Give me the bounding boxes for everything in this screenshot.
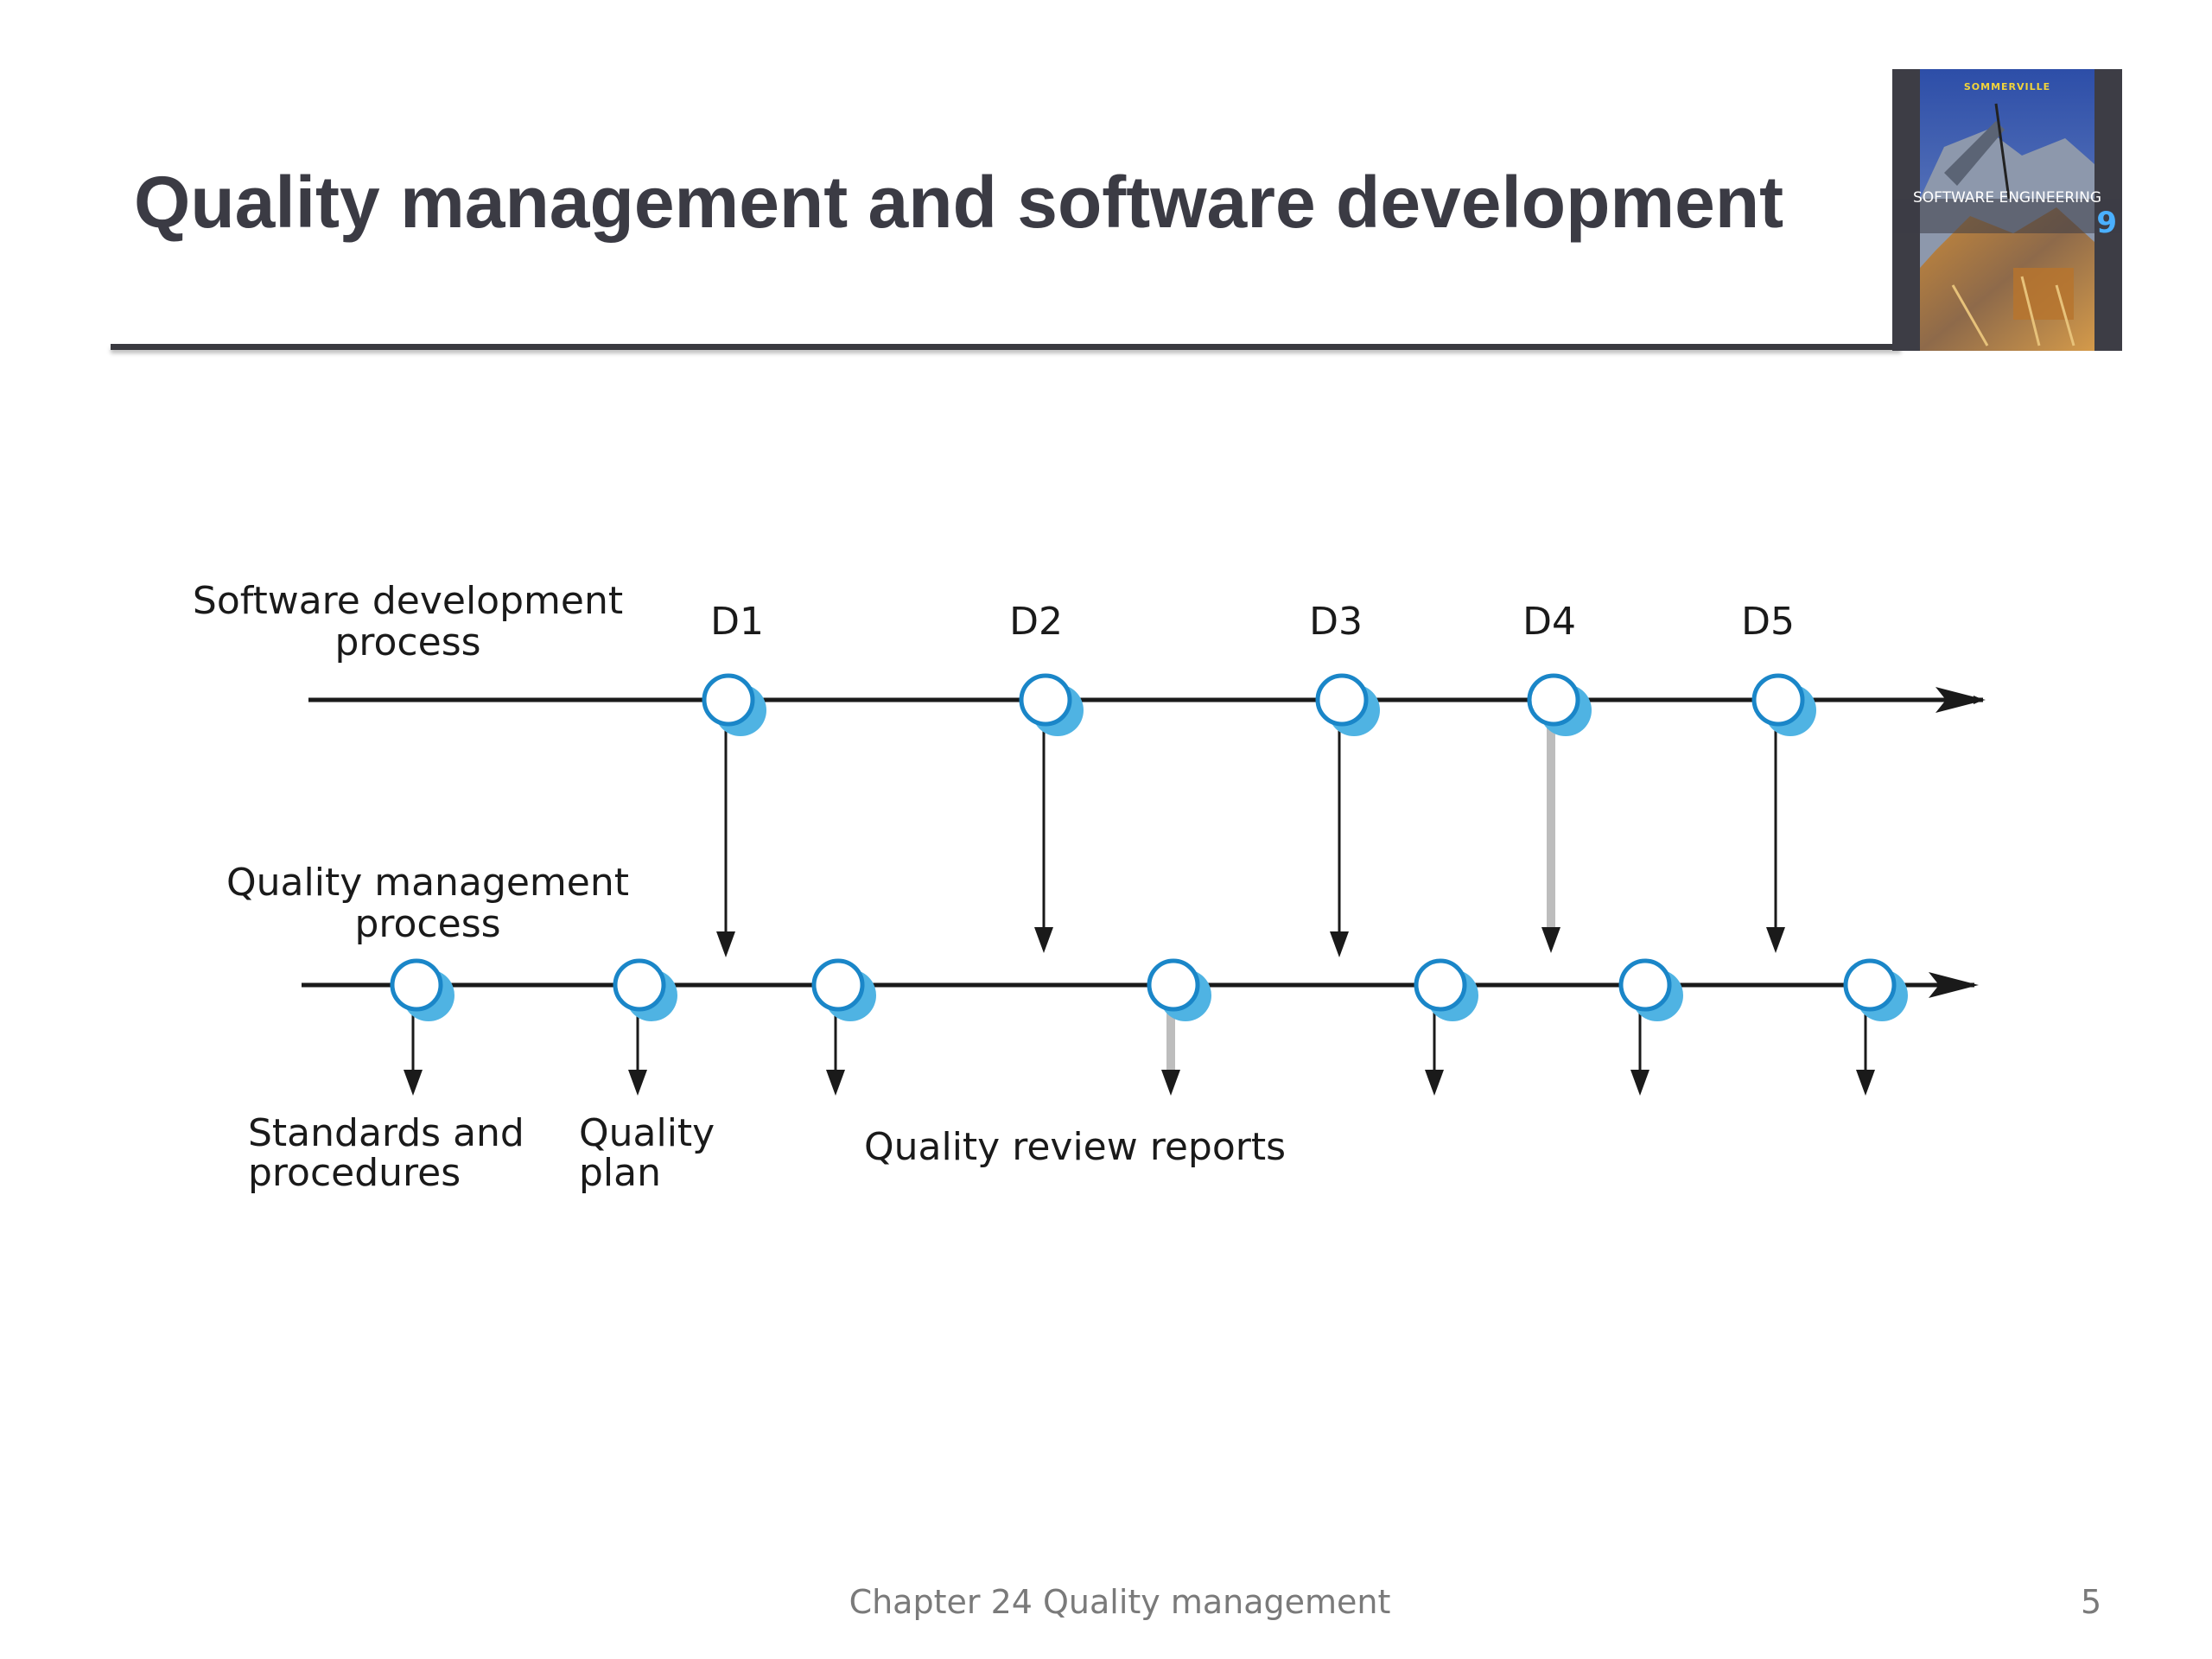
dev-process-label-line2: process [334, 620, 480, 664]
qm-process-label-line2: process [354, 902, 500, 946]
dev-node-d5 [1751, 673, 1816, 736]
quality-plan-label-line1: Quality [579, 1111, 715, 1155]
dev-process-label-line1: Software development [193, 579, 623, 623]
dev-to-qm-arrows [716, 721, 1785, 957]
dev-node-d3 [1315, 673, 1380, 736]
dev-node-d4 [1527, 673, 1592, 736]
qm-milestone-nodes [390, 958, 1908, 1021]
dev-node-d2 [1019, 673, 1084, 736]
qm-node-2 [613, 958, 677, 1021]
title-underline [111, 344, 1901, 350]
book-cover-image: SOMMERVILLE SOFTWARE ENGINEERING 9 [1892, 69, 2122, 351]
deliverable-label-d5: D5 [1741, 600, 1795, 644]
qm-node-3 [811, 958, 876, 1021]
cover-edition: 9 [2096, 206, 2117, 240]
cover-author: SOMMERVILLE [1963, 81, 2051, 92]
cover-title: SOFTWARE ENGINEERING [1912, 189, 2102, 207]
dev-milestone-nodes [702, 673, 1816, 736]
qm-process-label-line1: Quality management [226, 861, 629, 905]
qm-node-7 [1843, 958, 1908, 1021]
slide-title: Quality management and software developm… [134, 162, 1784, 243]
qm-node-5 [1414, 958, 1478, 1021]
quality-plan-label-line2: plan [579, 1151, 661, 1195]
deliverable-label-d4: D4 [1522, 600, 1576, 644]
standards-label-line1: Standards and [248, 1111, 524, 1155]
deliverable-label-d1: D1 [710, 600, 764, 644]
qm-node-6 [1618, 958, 1683, 1021]
qm-node-1 [390, 958, 454, 1021]
quality-review-reports-label: Quality review reports [864, 1125, 1286, 1169]
deliverable-label-d3: D3 [1309, 600, 1363, 644]
qm-node-4 [1147, 958, 1211, 1021]
page-number: 5 [2081, 1583, 2102, 1621]
standards-label-line2: procedures [248, 1151, 461, 1195]
deliverable-label-d2: D2 [1009, 600, 1063, 644]
qm-output-arrows [404, 1007, 1875, 1096]
slide-footer: Chapter 24 Quality management [849, 1583, 1391, 1621]
dev-node-d1 [702, 673, 766, 736]
